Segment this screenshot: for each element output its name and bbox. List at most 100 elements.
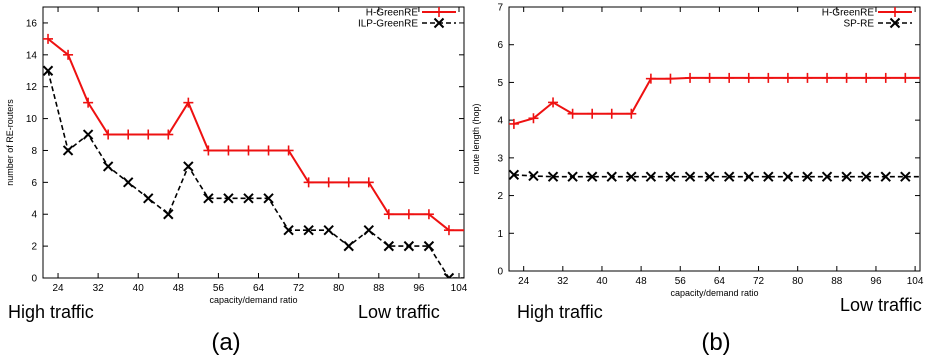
marker-d2 xyxy=(243,193,254,204)
marker-d2 xyxy=(263,193,274,204)
marker-d2 xyxy=(122,177,134,188)
data-point-h-greenre xyxy=(743,72,754,83)
data-point-sp-re xyxy=(763,171,774,182)
data-point-h-greenre xyxy=(223,145,234,156)
marker-d2 xyxy=(586,171,598,182)
x-tick-label: 72 xyxy=(293,283,305,294)
marker-d1 xyxy=(919,172,920,174)
data-point-h-greenre xyxy=(123,129,134,140)
data-point-h-greenre xyxy=(606,108,617,119)
x-tick-label: 40 xyxy=(596,276,608,287)
data-point-sp-re xyxy=(860,171,872,182)
y-tick-label: 10 xyxy=(26,114,38,125)
data-point-h-greenre xyxy=(724,72,735,83)
annotation-left: High traffic xyxy=(517,302,603,322)
marker-d2 xyxy=(782,171,794,182)
data-point-h-greenre xyxy=(383,209,394,220)
marker-d2 xyxy=(509,169,520,181)
data-point-sp-re xyxy=(919,172,920,181)
marker-d2 xyxy=(343,240,354,252)
data-point-sp-re xyxy=(704,171,715,182)
x-axis-label: capacity/demand ratio xyxy=(670,288,758,298)
series-line-h-greenre xyxy=(47,38,464,232)
marker-d2 xyxy=(704,171,715,182)
y-axis-label: route length (hop) xyxy=(471,103,481,174)
data-point-h-greenre xyxy=(143,129,154,140)
data-point-h-greenre xyxy=(861,72,872,83)
marker-d1 xyxy=(463,274,464,275)
data-point-ilp-greenre xyxy=(323,224,334,236)
data-point-h-greenre xyxy=(63,49,74,60)
data-point-sp-re xyxy=(841,171,852,182)
data-point-h-greenre xyxy=(343,177,354,188)
data-point-h-greenre xyxy=(900,72,911,83)
x-tick-label: 96 xyxy=(413,283,425,294)
series-line-ilp-greenre xyxy=(47,70,464,278)
x-tick-label: 56 xyxy=(213,283,225,294)
legend-marker xyxy=(889,17,901,29)
data-point-h-greenre xyxy=(103,129,114,140)
data-point-ilp-greenre xyxy=(383,240,395,252)
annotation-right: Low traffic xyxy=(358,302,440,322)
data-point-ilp-greenre xyxy=(303,224,314,236)
marker-d2 xyxy=(82,129,94,140)
marker-d2 xyxy=(900,171,911,182)
data-point-ilp-greenre xyxy=(102,161,114,172)
y-tick-label: 4 xyxy=(497,116,503,127)
x-tick-label: 80 xyxy=(792,276,804,287)
marker-d2 xyxy=(447,272,455,278)
marker-d2 xyxy=(383,240,395,252)
data-point-h-greenre xyxy=(665,73,676,84)
data-point-ilp-greenre xyxy=(423,240,435,252)
plot-frame xyxy=(42,6,465,279)
data-point-h-greenre xyxy=(782,72,793,83)
data-point-h-greenre xyxy=(403,209,414,220)
x-tick-label: 32 xyxy=(93,283,105,294)
plot-area xyxy=(43,33,474,283)
data-point-ilp-greenre xyxy=(363,224,374,236)
marker-d2 xyxy=(465,274,474,283)
marker-d2 xyxy=(163,209,174,220)
marker-d2 xyxy=(645,171,657,182)
y-tick-label: 0 xyxy=(31,274,37,285)
data-point-h-greenre xyxy=(183,97,194,108)
data-point-h-greenre xyxy=(528,113,539,124)
data-point-ilp-greenre xyxy=(143,193,154,204)
data-point-sp-re xyxy=(821,171,833,182)
y-tick-label: 0 xyxy=(497,267,503,278)
marker-d2 xyxy=(303,224,314,236)
y-tick-label: 16 xyxy=(26,18,38,29)
marker-d2 xyxy=(43,65,54,76)
data-point-h-greenre xyxy=(841,72,852,83)
data-point-sp-re xyxy=(802,171,813,182)
marker-d2 xyxy=(763,171,774,182)
data-point-sp-re xyxy=(684,171,696,182)
marker-d2 xyxy=(102,161,114,172)
y-tick-label: 6 xyxy=(497,40,503,51)
y-tick-label: 7 xyxy=(497,3,503,14)
marker-d2 xyxy=(723,171,735,182)
series-line-h-greenre xyxy=(513,76,920,125)
y-tick-label: 2 xyxy=(497,191,503,202)
marker-d2 xyxy=(684,171,696,182)
x-tick-label: 40 xyxy=(133,283,145,294)
data-point-sp-re xyxy=(586,171,598,182)
data-point-ilp-greenre xyxy=(223,193,234,204)
data-point-h-greenre xyxy=(919,77,920,79)
data-point-h-greenre xyxy=(303,177,314,188)
x-tick-label: 24 xyxy=(518,276,530,287)
marker-d2 xyxy=(841,171,852,182)
data-point-h-greenre xyxy=(423,209,434,220)
data-point-h-greenre xyxy=(880,72,891,83)
data-point-h-greenre xyxy=(509,118,519,129)
data-point-ilp-greenre xyxy=(283,224,294,236)
data-point-h-greenre xyxy=(243,145,254,156)
data-point-sp-re xyxy=(645,171,657,182)
x-tick-label: 56 xyxy=(675,276,687,287)
data-point-h-greenre xyxy=(43,33,54,44)
legend-label: H-GreenRE xyxy=(366,8,419,19)
data-point-ilp-greenre xyxy=(403,240,415,252)
marker-d2 xyxy=(403,240,415,252)
